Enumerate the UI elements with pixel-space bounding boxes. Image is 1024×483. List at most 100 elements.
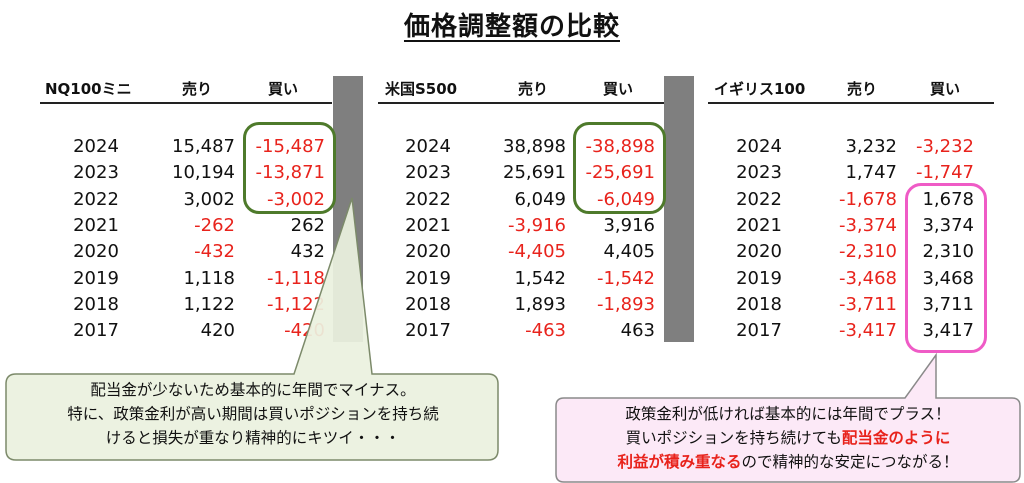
buy-value: -1,122	[266, 293, 325, 315]
buy-value: 3,711	[922, 293, 974, 315]
left-callout-bubble	[5, 197, 499, 461]
year-cell: 2021	[736, 214, 782, 236]
buy-value: 1,678	[922, 188, 974, 210]
right-callout-line-1: 政策金利が低ければ基本的には年間でプラス！	[625, 405, 951, 423]
sell-value: 6,049	[514, 188, 566, 210]
sell-value: -1,678	[838, 188, 897, 210]
year-cell: 2018	[736, 293, 782, 315]
table-row: 2020 -2,310 2,310	[0, 239, 1024, 265]
table-row: 2021 -3,374 3,374	[0, 213, 1024, 239]
table-row: 2022 3,002 -3,002	[0, 187, 1024, 213]
buy-value: 4,405	[603, 241, 655, 263]
table-row: 2021 -3,916 3,916	[0, 213, 1024, 239]
sell-value: -432	[194, 241, 235, 263]
sell-value: 1,747	[845, 162, 897, 184]
table-row: 2019 1,118 -1,118	[0, 266, 1024, 292]
buy-value: 3,916	[603, 214, 655, 236]
sell-value: 3,002	[183, 188, 235, 210]
header-underline	[40, 102, 332, 104]
year-cell: 2024	[736, 136, 782, 157]
sell-value: 38,898	[503, 136, 566, 157]
year-cell: 2019	[736, 267, 782, 289]
year-cell: 2022	[405, 188, 451, 210]
year-cell: 2020	[736, 241, 782, 263]
table-row: 2024 3,232 -3,232	[0, 134, 1024, 160]
table-row: 2023 1,747 -1,747	[0, 160, 1024, 186]
table-row: 2021 -262 262	[0, 213, 1024, 239]
table-row: 2023 25,691 -25,691	[0, 160, 1024, 186]
sell-value: 10,194	[172, 162, 235, 184]
right-callout-text: 政策金利が低ければ基本的には年間でプラス！ 買いポジションを持ち続けても配当金の…	[558, 402, 1018, 474]
buy-value: -3,232	[915, 136, 974, 157]
year-cell: 2023	[73, 162, 119, 184]
table-row: 2019 1,542 -1,542	[0, 266, 1024, 292]
year-cell: 2021	[73, 214, 119, 236]
highlight-oval-nq100	[243, 122, 336, 214]
year-cell: 2018	[73, 293, 119, 315]
right-callout-line-2: 買いポジションを持ち続けても配当金のように	[558, 426, 1018, 450]
header-underline	[708, 102, 994, 104]
table-row: 2018 1,122 -1,122	[0, 292, 1024, 318]
buy-value: -6,049	[596, 188, 655, 210]
year-cell: 2017	[73, 320, 119, 342]
sell-header: 売り	[182, 80, 213, 98]
left-callout-line-3: けると損失が重なり精神的にキツイ・・・	[105, 429, 401, 447]
sell-value: -463	[525, 320, 566, 342]
buy-value: -3,002	[266, 188, 325, 210]
year-cell: 2019	[405, 267, 451, 289]
right-callout-highlight-1: 配当金のように	[841, 429, 951, 447]
column-divider-2	[664, 76, 694, 342]
buy-value: 3,468	[922, 267, 974, 289]
right-callout-line-3: 利益が積み重なるので精神的な安定につながる！	[558, 450, 1018, 474]
highlight-oval-us500	[573, 122, 666, 214]
right-callout-line-3-text: ので精神的な安定につながる！	[741, 453, 959, 471]
buy-value: -1,893	[596, 293, 655, 315]
table-row: 2024 38,898 -38,898	[0, 134, 1024, 160]
panel-title: 米国S500	[385, 80, 458, 98]
buy-value: 463	[620, 320, 655, 342]
year-cell: 2017	[736, 320, 782, 342]
sell-header: 売り	[847, 80, 878, 98]
buy-header: 買い	[603, 80, 634, 98]
left-callout-line-1: 配当金が少ないため基本的に年間でマイナス。	[90, 381, 416, 399]
buy-value: -13,871	[255, 162, 325, 184]
sell-value: 1,122	[183, 293, 235, 315]
table-row: 2023 10,194 -13,871	[0, 160, 1024, 186]
sell-value: 1,893	[514, 293, 566, 315]
table-row: 2020 -4,405 4,405	[0, 239, 1024, 265]
header-underline	[378, 102, 664, 104]
panel-title: イギリス100	[714, 80, 806, 98]
sell-value: -3,417	[838, 320, 897, 342]
buy-value: 2,310	[922, 241, 974, 263]
sell-value: -3,916	[507, 214, 566, 236]
sell-value: -3,468	[838, 267, 897, 289]
sell-value: -3,374	[838, 214, 897, 236]
buy-value: -25,691	[585, 162, 655, 184]
table-row: 2022 -1,678 1,678	[0, 187, 1024, 213]
right-callout-bubble	[555, 352, 1021, 483]
buy-value: -15,487	[255, 136, 325, 157]
table-row: 2019 -3,468 3,468	[0, 266, 1024, 292]
buy-value: -1,118	[266, 267, 325, 289]
sell-value: 1,118	[183, 267, 235, 289]
highlight-oval-uk100	[905, 183, 987, 353]
sell-value: 15,487	[172, 136, 235, 157]
table-row: 2018 -3,711 3,711	[0, 292, 1024, 318]
year-cell: 2018	[405, 293, 451, 315]
buy-value: -1,542	[596, 267, 655, 289]
buy-header: 買い	[930, 80, 961, 98]
sell-value: 3,232	[845, 136, 897, 157]
table-row: 2017 -463 463	[0, 318, 1024, 344]
buy-header: 買い	[268, 80, 299, 98]
year-cell: 2017	[405, 320, 451, 342]
year-cell: 2024	[73, 136, 119, 157]
year-cell: 2022	[73, 188, 119, 210]
year-cell: 2020	[73, 241, 119, 263]
sell-value: -3,711	[838, 293, 897, 315]
page-title: 価格調整額の比較	[403, 12, 620, 42]
sell-header: 売り	[518, 80, 549, 98]
year-cell: 2020	[405, 241, 451, 263]
year-cell: 2019	[73, 267, 119, 289]
table-row: 2022 6,049 -6,049	[0, 187, 1024, 213]
